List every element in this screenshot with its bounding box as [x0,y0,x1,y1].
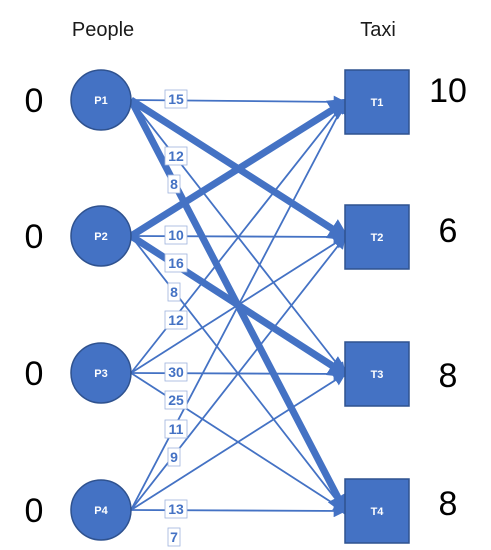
person-label-p1: 0 [25,82,44,120]
edge-weight-text: 8 [170,284,178,300]
taxi-node-t4-id: T4 [371,506,385,518]
edge-weight-p2-t4: 12 [164,310,188,330]
taxi-node-t2-id: T2 [371,232,384,244]
taxi-node-t3-id: T3 [371,369,384,381]
edge-weight-p3-t4: 9 [167,447,181,467]
edge-p2-t1 [129,98,351,239]
edge-weight-text: 11 [169,421,184,437]
taxi-label-t1: 10 [429,72,467,110]
edge-weight-p1-t1: 15 [164,89,188,109]
edge-weight-p2-t3: 8 [167,282,181,302]
taxi-label-t4: 8 [439,485,458,523]
taxi-node-t1-id: T1 [371,97,384,109]
edge-weight-text: 25 [168,392,184,408]
edge-weight-p4-t1: 13 [164,499,188,519]
edge-weight-p2-t1: 10 [164,225,188,245]
edge-weight-text: 16 [168,255,184,271]
person-label-p2: 0 [25,218,44,256]
edge-weight-text: 9 [170,449,178,465]
taxi-node-t2[interactable]: T2 [344,204,410,270]
person-node-p4-id: P4 [94,505,108,517]
taxi-node-t3[interactable]: T3 [344,341,410,407]
edge-weight-p3-t3: 11 [164,419,188,439]
edge-p4-t1 [130,100,346,511]
edge-weight-p2-t2: 16 [164,253,188,273]
edge-weight-text: 7 [170,529,178,545]
edge-weight-text: 8 [170,176,178,192]
person-label-p3: 0 [25,355,44,393]
edge-weight-p3-t1: 30 [164,362,188,382]
person-label-p4: 0 [25,492,44,530]
edge-weight-text: 13 [168,501,184,517]
edge-p4-t3 [130,373,347,511]
person-node-p3-id: P3 [94,368,107,380]
edge-p4-t2 [130,236,346,511]
person-node-p2[interactable]: P2 [70,205,132,267]
edge-weight-text: 12 [168,148,184,164]
person-node-p1[interactable]: P1 [70,69,132,131]
people-header: People [72,19,134,41]
person-node-p1-id: P1 [94,95,107,107]
edge-weight-text: 10 [168,227,184,243]
edge-weight-p4-t2: 7 [167,527,181,547]
edge-weight-p1-t4: 8 [167,174,181,194]
taxi-node-t4[interactable]: T4 [344,478,410,544]
weights-layer: 15128101681230251191372017 [164,89,188,547]
person-node-p4[interactable]: P4 [70,479,132,541]
edge-weight-text: 12 [168,312,184,328]
edge-weight-p1-t3: 12 [164,146,188,166]
edge-weight-p3-t2: 25 [164,390,188,410]
taxi-label-t2: 6 [439,212,458,250]
taxi-header: Taxi [360,19,396,41]
edge-p1-t1 [130,95,347,109]
taxi-node-t1[interactable]: T1 [344,69,410,135]
edge-p4-t4 [130,504,347,518]
person-node-p3[interactable]: P3 [70,342,132,404]
taxi-label-t3: 8 [439,357,458,395]
edges-layer [127,95,351,518]
person-node-p2-id: P2 [94,231,107,243]
edge-weight-text: 15 [168,91,184,107]
edge-weight-text: 30 [168,364,184,380]
